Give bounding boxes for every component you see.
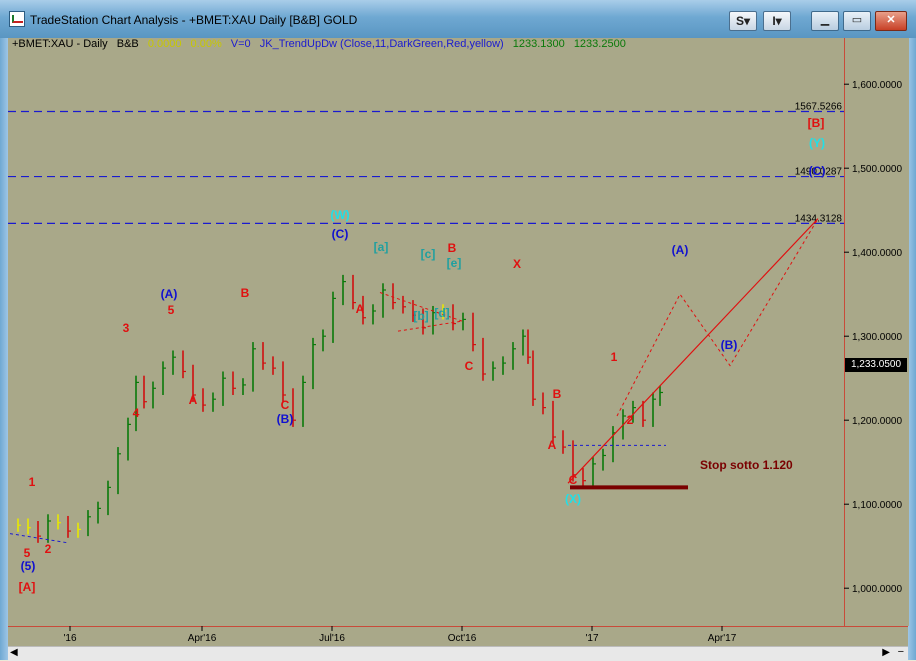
bb-label: B&B [116, 38, 139, 50]
price-tick-label: 1,400.0000 [852, 248, 902, 259]
wave-label: (B) [721, 338, 738, 352]
wave-label: (A) [672, 243, 689, 257]
maximize-button[interactable]: ▭ [843, 11, 871, 31]
wave-label: B [553, 387, 562, 401]
projection-trendline [567, 218, 819, 484]
close-button[interactable]: ✕ [875, 11, 907, 31]
wave-label: [B] [808, 116, 825, 130]
bid-value: 1233.1300 [512, 38, 565, 50]
maximize-icon: ▭ [851, 14, 863, 26]
projection-zigzag [616, 218, 819, 417]
symbol-label: +BMET:XAU - Daily [12, 38, 108, 50]
price-tick-label: 1,000.0000 [852, 584, 902, 595]
price-tick-label: 1,600.0000 [852, 80, 902, 91]
volume-value: V=0 [230, 38, 251, 50]
wave-label: (B) [277, 412, 294, 426]
wave-label: (X) [565, 492, 581, 506]
wave-label: 1 [611, 350, 618, 364]
triangle-lower-line [397, 320, 463, 332]
wave-label: C [465, 359, 474, 373]
study-label: JK_TrendUpDw (Close,11,DarkGreen,Red,yel… [259, 38, 504, 50]
wave-label: 1 [29, 475, 36, 489]
wave-label: (Y) [809, 136, 825, 150]
wave-label: A [356, 302, 365, 316]
scroll-left-icon[interactable]: ◀ [10, 647, 18, 658]
price-tick-label: 1,200.0000 [852, 416, 902, 427]
date-tick-label: Apr'17 [708, 633, 737, 644]
wave-label: 5 [24, 546, 31, 560]
wave-label: [b] [413, 309, 428, 323]
window-frame-right [908, 38, 916, 660]
last-price-tag: 1,233.0500 [845, 358, 907, 372]
chart-plot-area[interactable] [8, 38, 844, 626]
wave-label: 3 [123, 321, 130, 335]
s-button-label: S [735, 14, 744, 28]
date-tick-label: Jul'16 [319, 633, 345, 644]
window-titlebar: TradeStation Chart Analysis - +BMET:XAU … [0, 0, 916, 39]
date-tick-label: '17 [585, 633, 598, 644]
price-axis[interactable] [844, 38, 909, 626]
wave-label: 2 [627, 413, 634, 427]
wave-label: [c] [421, 247, 436, 261]
wave-label: A [189, 393, 198, 407]
wave-label: B [448, 241, 457, 255]
triangle-upper-line [379, 292, 463, 322]
date-axis[interactable] [8, 626, 908, 647]
minimize-icon: ▁ [820, 14, 830, 26]
target-level-label: 1490.0287 [795, 167, 843, 178]
stop-annotation: Stop sotto 1.120 [700, 458, 793, 472]
wave-label: X [513, 257, 521, 271]
zoom-minus-icon[interactable]: − [897, 646, 904, 658]
wave-label: (C) [332, 227, 349, 241]
wave-label: 5 [168, 303, 175, 317]
wave-label: [d] [434, 306, 449, 320]
ask-value: 1233.2500 [573, 38, 626, 50]
wave-label: (A) [161, 287, 178, 301]
price-tick-label: 1,500.0000 [852, 164, 902, 175]
price-tick-label: 1,100.0000 [852, 500, 902, 511]
scroll-right-icon[interactable]: ▶ [882, 647, 890, 658]
tradestation-app-icon [9, 11, 25, 27]
wave-label: [e] [447, 256, 462, 270]
i-button-label: I [772, 14, 776, 28]
date-tick-label: Apr'16 [188, 633, 217, 644]
target-level-label: 1567.5266 [795, 101, 843, 112]
target-level-label: 1434.3128 [795, 213, 843, 224]
date-tick-label: '16 [63, 633, 76, 644]
wave-label: (C) [809, 164, 826, 178]
wave-label: A [548, 438, 557, 452]
wave-label: [A] [19, 580, 36, 594]
minimize-button[interactable]: ▁ [811, 11, 839, 31]
close-icon: ✕ [886, 14, 896, 26]
wave-label: 4 [133, 406, 140, 420]
window-title: TradeStation Chart Analysis - +BMET:XAU … [30, 13, 358, 27]
date-tick-label: Oct'16 [448, 633, 477, 644]
wave-label: B [241, 286, 250, 300]
wave-label: [a] [374, 240, 389, 254]
chart-header: +BMET:XAU - Daily B&B 0.0000 0.00% V=0 J… [12, 38, 632, 50]
change-pct-value: 0.00% [190, 38, 222, 50]
wave-label: C [281, 398, 290, 412]
s-dropdown-button[interactable]: S▾ [729, 11, 757, 31]
window-frame-left [0, 38, 8, 660]
low-support-line [9, 533, 69, 544]
price-tick-label: 1,300.0000 [852, 332, 902, 343]
wave-label: 2 [45, 542, 52, 556]
change-value: 0.0000 [147, 38, 182, 50]
wave-label: C [569, 473, 578, 487]
i-dropdown-button[interactable]: I▾ [763, 11, 791, 31]
wave-label: (W) [330, 208, 349, 222]
wave-label: (5) [21, 559, 36, 573]
horizontal-scrollbar[interactable]: ◀ ▶ − [8, 646, 908, 661]
